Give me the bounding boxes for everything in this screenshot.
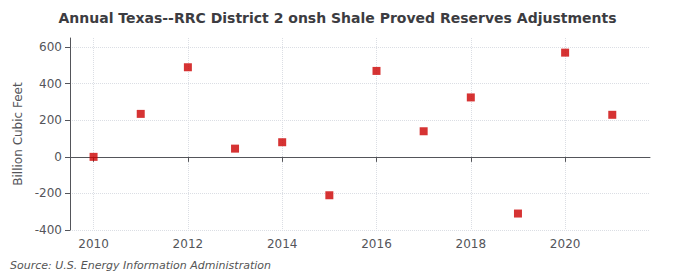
- svg-text:Billion Cubic Feet: Billion Cubic Feet: [11, 82, 25, 186]
- svg-text:200: 200: [39, 113, 62, 127]
- svg-text:2012: 2012: [173, 237, 204, 251]
- svg-text:2016: 2016: [361, 237, 392, 251]
- svg-text:0: 0: [54, 150, 62, 164]
- svg-text:-200: -200: [35, 186, 62, 200]
- svg-text:Annual Texas--RRC District 2 o: Annual Texas--RRC District 2 onsh Shale …: [58, 10, 616, 26]
- svg-text:-400: -400: [35, 223, 62, 237]
- svg-text:2020: 2020: [550, 237, 581, 251]
- svg-text:Source: U.S. Energy Informatio: Source: U.S. Energy Information Administ…: [10, 259, 271, 272]
- svg-text:600: 600: [39, 40, 62, 54]
- svg-text:400: 400: [39, 77, 62, 91]
- svg-text:2014: 2014: [267, 237, 298, 251]
- svg-text:2018: 2018: [456, 237, 487, 251]
- svg-text:2010: 2010: [78, 237, 109, 251]
